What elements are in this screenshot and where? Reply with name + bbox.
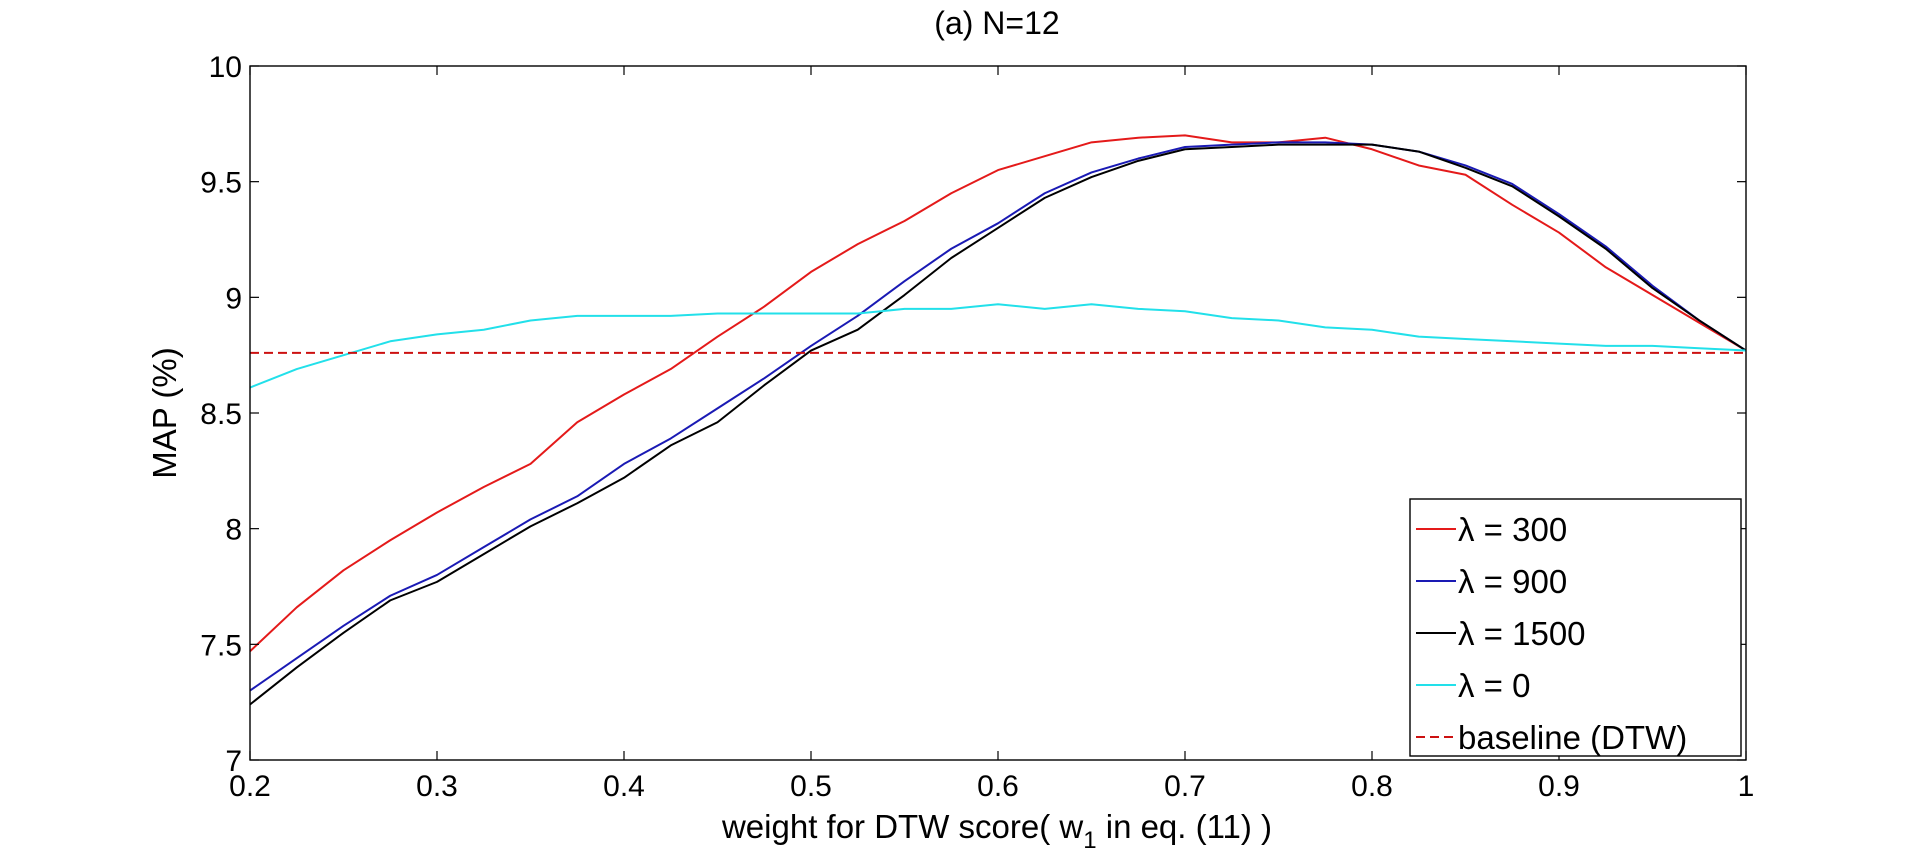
y-tick-label: 9.5	[200, 167, 242, 200]
y-tick-label: 8.5	[200, 398, 242, 431]
y-tick-label: 8	[225, 514, 242, 547]
y-tick-label: 9	[225, 282, 242, 315]
x-axis-title-main: weight for DTW score( w	[721, 808, 1083, 845]
x-axis-title: weight for DTW score( w1 in eq. (11) )	[721, 808, 1272, 854]
legend-items: λ = 300 λ = 900 λ = 1500 λ = 0 baseline (DTW…	[1416, 511, 1687, 756]
series-line-3	[249, 303, 1747, 389]
legend-label-0: λ = 300	[1458, 511, 1567, 548]
legend-label-2: λ = 1500	[1458, 615, 1586, 652]
x-tick-label: 1	[1738, 770, 1755, 803]
y-tick-label: 10	[209, 51, 242, 84]
x-tick-label: 0.3	[416, 770, 458, 803]
legend-label-4: baseline (DTW)	[1458, 719, 1687, 756]
x-tick-label: 0.7	[1164, 770, 1206, 803]
x-tick-label: 0.6	[977, 770, 1019, 803]
y-tick-label: 7	[225, 745, 242, 778]
x-tick-label: 0.2	[229, 770, 271, 803]
x-tick-label: 0.5	[790, 770, 832, 803]
y-tick-label: 7.5	[200, 629, 242, 662]
series-line-1	[249, 141, 1747, 692]
legend: λ = 300 λ = 900 λ = 1500 λ = 0 baseline (DTW…	[1409, 498, 1742, 757]
chart-title: (a) N=12	[934, 5, 1059, 41]
x-axis-title-subscript: 1	[1083, 827, 1096, 854]
legend-box	[1409, 498, 1742, 757]
plot-frame	[249, 65, 1747, 761]
y-axis-title: MAP (%)	[146, 347, 183, 478]
x-tick-label: 0.8	[1351, 770, 1393, 803]
legend-label-3: λ = 0	[1458, 667, 1530, 704]
x-axis-title-suffix: in eq. (11) )	[1097, 808, 1272, 845]
x-tick-label: 0.9	[1538, 770, 1580, 803]
x-tick-label: 0.4	[603, 770, 645, 803]
axis-tick-labels: 0.2 0.3 0.4 0.5 0.6 0.7 0.8 0.9 1 7 7.5 8 8.5 9 9.5 10	[200, 51, 1754, 803]
series-line-2	[249, 143, 1747, 706]
legend-label-1: λ = 900	[1458, 563, 1567, 600]
series-line-0	[249, 134, 1747, 652]
series-group	[249, 134, 1747, 706]
